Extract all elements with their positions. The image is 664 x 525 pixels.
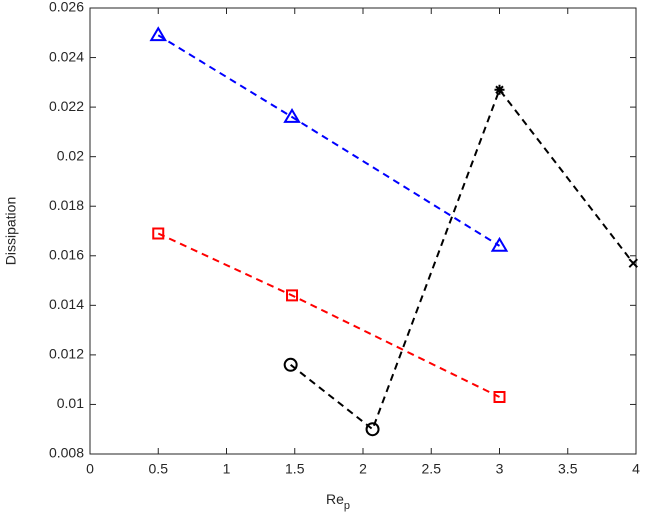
y-tick-label: 0.02 — [57, 147, 84, 163]
x-axis-label-subscript: p — [344, 500, 350, 512]
y-tick-label: 0.016 — [49, 246, 84, 262]
marker — [628, 258, 638, 268]
x-tick-label: 1 — [223, 461, 231, 477]
y-tick-label: 0.022 — [49, 98, 84, 114]
x-tick-label: 0.5 — [149, 461, 169, 477]
marker — [283, 108, 301, 123]
x-tick-label: 1.5 — [285, 461, 305, 477]
marker — [286, 289, 299, 302]
y-tick-label: 0.026 — [49, 0, 84, 15]
x-tick-label: 3.5 — [558, 461, 578, 477]
marker — [493, 391, 506, 404]
y-tick-label: 0.024 — [49, 48, 84, 64]
x-axis-label: Rep — [326, 491, 350, 512]
marker — [149, 26, 167, 42]
series-line — [157, 232, 500, 398]
x-tick-label: 2.5 — [422, 461, 442, 477]
marker — [494, 84, 505, 95]
y-axis-label: Dissipation — [3, 197, 19, 265]
marker — [283, 357, 298, 372]
marker — [490, 236, 509, 252]
marker — [365, 422, 380, 437]
y-tick-label: 0.014 — [49, 296, 84, 312]
series-line — [157, 34, 501, 247]
x-tick-label: 2 — [359, 461, 367, 477]
series-line — [290, 87, 635, 431]
plot-frame — [89, 7, 637, 455]
y-tick-label: 0.01 — [57, 395, 84, 411]
x-axis-label-main: Re — [326, 491, 344, 507]
x-tick-label: 4 — [632, 461, 640, 477]
marker — [152, 227, 165, 240]
y-tick-label: 0.012 — [49, 346, 84, 362]
x-tick-label: 3 — [496, 461, 504, 477]
y-tick-label: 0.018 — [49, 197, 84, 213]
y-tick-label: 0.008 — [49, 445, 84, 461]
x-tick-label: 0 — [86, 461, 94, 477]
